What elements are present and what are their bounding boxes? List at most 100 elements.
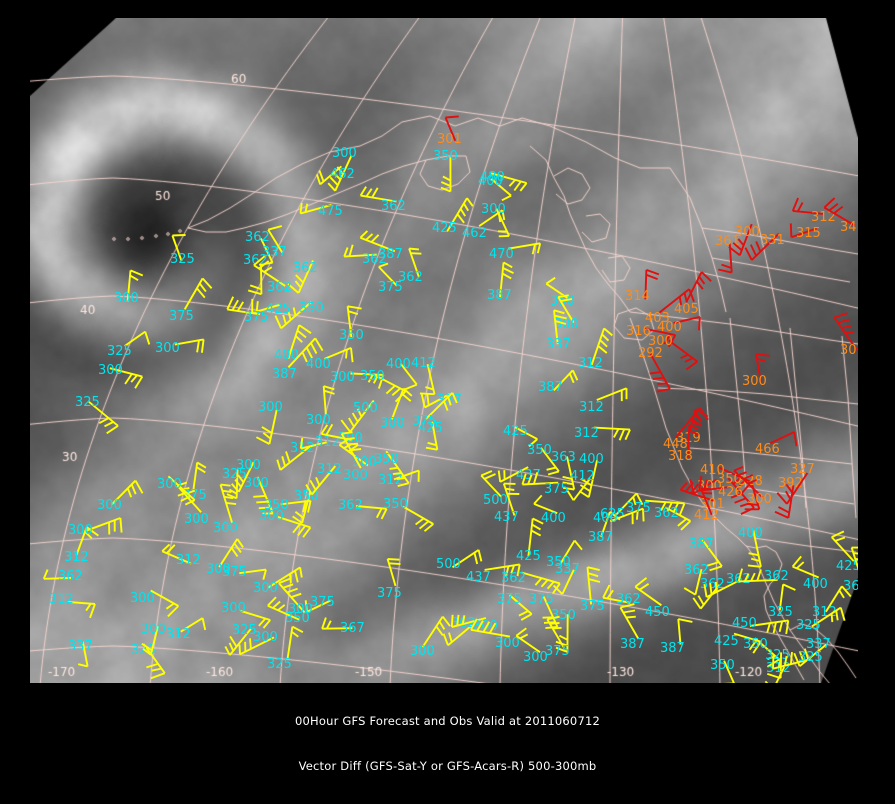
satellite-wind-label: 375 xyxy=(222,565,247,580)
satellite-wind-label: 300 xyxy=(155,341,180,356)
wind-barb xyxy=(109,367,144,389)
satellite-wind-label: 367 xyxy=(340,621,365,636)
wind-barb xyxy=(774,485,795,519)
wind-barb xyxy=(450,614,487,629)
satellite-wind-label: 470 xyxy=(489,247,514,262)
satellite-wind-label: 362 xyxy=(362,252,387,267)
acars-wind-label: 301 xyxy=(437,132,462,147)
wind-barb xyxy=(292,491,312,524)
satellite-wind-label: 300 xyxy=(410,644,435,659)
satellite-wind-label: 350 xyxy=(339,328,364,343)
wind-barb xyxy=(562,456,576,491)
wind-barb xyxy=(521,472,559,486)
wind-barb xyxy=(776,472,809,505)
acars-wind-label: 300 xyxy=(857,436,858,451)
wind-barb xyxy=(230,461,255,493)
wind-barb xyxy=(823,197,856,227)
satellite-wind-label: 350 xyxy=(374,452,399,467)
wind-barb xyxy=(287,324,312,359)
acars-wind-label: 400 xyxy=(657,320,682,335)
satellite-wind-label: 300 xyxy=(221,601,246,616)
wind-barb xyxy=(192,461,207,492)
satellite-image-panel: 325 300 375 325 300 300 325 362 362 362 350 425 375 3… xyxy=(30,18,858,686)
wind-barb xyxy=(451,549,483,569)
satellite-wind-label: 450 xyxy=(645,605,670,620)
wind-barb xyxy=(744,233,780,261)
wind-barb xyxy=(499,261,514,298)
wind-barb xyxy=(378,262,398,287)
satellite-wind-label: 300 xyxy=(481,202,506,217)
satellite-wind-label: 400 xyxy=(738,526,763,541)
satellite-wind-label: 500 xyxy=(436,557,461,572)
wind-barb xyxy=(385,450,410,488)
wind-barb xyxy=(444,115,459,142)
wind-barb xyxy=(226,296,261,316)
wind-barb xyxy=(484,563,521,577)
satellite-wind-label: 400 xyxy=(386,357,411,372)
wind-barb xyxy=(673,315,701,331)
wind-barb xyxy=(299,202,332,215)
wind-barb xyxy=(480,470,502,498)
satellite-wind-label: 312 xyxy=(766,661,791,676)
satellite-wind-label: 300 xyxy=(206,562,231,577)
wind-barb xyxy=(442,624,473,647)
wind-barb xyxy=(218,538,244,568)
satellite-wind-label: 350 xyxy=(433,149,458,164)
wind-barb xyxy=(619,603,640,640)
satellite-wind-label: 387 xyxy=(378,247,403,262)
wind-barb xyxy=(124,330,151,347)
wind-barb xyxy=(161,543,192,565)
satellite-wind-label: 337 xyxy=(555,562,580,577)
satellite-wind-label: 325 xyxy=(267,657,292,672)
wind-barb xyxy=(304,599,331,613)
satellite-wind-label: 325 xyxy=(232,623,257,638)
satellite-wind-label: 325 xyxy=(170,252,195,267)
satellite-wind-label: 425 xyxy=(432,221,457,236)
satellite-wind-label: 375 xyxy=(310,595,335,610)
wind-barb xyxy=(737,568,778,583)
wind-barb xyxy=(343,244,377,258)
wind-barb xyxy=(224,628,252,656)
wind-barb xyxy=(825,585,852,613)
wind-barb xyxy=(346,305,362,338)
wind-barb xyxy=(793,643,827,667)
wind-barb xyxy=(150,589,180,618)
wind-barb xyxy=(238,636,275,656)
wind-barb xyxy=(425,421,439,451)
wind-barb xyxy=(141,626,159,656)
satellite-wind-label: 350 xyxy=(383,497,408,512)
satellite-wind-label: 300 xyxy=(380,416,405,431)
wind-barb xyxy=(386,558,401,587)
wind-barb xyxy=(143,643,166,680)
satellite-wind-label: 362 xyxy=(293,261,318,276)
wind-barb xyxy=(718,466,753,494)
satellite-wind-label: 325 xyxy=(768,605,793,620)
wind-barb xyxy=(685,271,712,303)
wind-barb xyxy=(728,223,753,257)
wind-barb xyxy=(602,584,631,604)
wind-barb xyxy=(239,568,267,580)
wind-barb xyxy=(226,469,239,500)
satellite-wind-label: 375 xyxy=(545,644,570,659)
satellite-wind-label: 337 xyxy=(68,639,93,654)
wind-barb xyxy=(84,517,123,535)
satellite-wind-label: 375 xyxy=(544,482,569,497)
wind-barb xyxy=(586,566,601,605)
wind-barb xyxy=(553,369,579,392)
wind-barb xyxy=(686,424,699,458)
acars-wind-label: 361 xyxy=(715,234,740,249)
wind-barb xyxy=(286,625,304,659)
satellite-wind-label: 312 xyxy=(574,426,599,441)
satellite-wind-label: 300 xyxy=(141,622,166,637)
acars-wind-label: 300 xyxy=(735,225,760,240)
satellite-wind-label: 375 xyxy=(378,280,403,295)
wind-barb xyxy=(247,262,263,296)
wind-barb xyxy=(322,385,335,415)
satellite-wind-label: 480 xyxy=(480,170,505,185)
satellite-wind-label: 300 xyxy=(259,509,284,524)
satellite-wind-label: 300 xyxy=(495,636,520,651)
satellite-wind-label: 425 xyxy=(836,559,858,574)
satellite-wind-label: 312 xyxy=(176,553,201,568)
acars-wind-label: 403 xyxy=(645,311,670,326)
acars-wind-label: 327 xyxy=(790,462,815,477)
